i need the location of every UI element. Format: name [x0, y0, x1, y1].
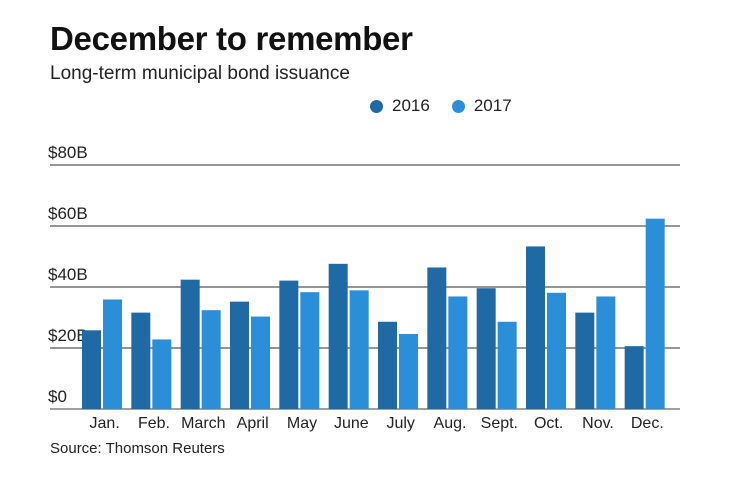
legend-swatch-2016	[370, 99, 383, 113]
bar-2016-march	[180, 279, 200, 409]
x-tick-label-aug: Aug.	[434, 415, 467, 432]
legend-label-2016: 2016	[392, 96, 430, 115]
legend-item-2016: 2016	[370, 96, 430, 116]
bar-2016-april	[230, 301, 249, 409]
x-tick-label-may: May	[287, 415, 317, 432]
chart-subtitle: Long-term municipal bond issuance	[50, 63, 350, 84]
y-tick-label-20: $20B	[48, 326, 88, 345]
legend: 2016 2017	[370, 96, 534, 116]
bar-2016-feb	[131, 312, 151, 409]
bar-2017-dec	[645, 218, 665, 409]
y-tick-label-60: $60B	[48, 204, 88, 223]
bar-2016-july	[378, 321, 397, 409]
bar-2017-jan	[103, 299, 122, 409]
x-tick-label-nov: Nov.	[582, 415, 614, 432]
bar-2017-feb	[152, 339, 172, 409]
bar-2017-sept	[497, 321, 517, 409]
legend-label-2017: 2017	[473, 96, 512, 115]
x-tick-label-feb: Feb.	[138, 415, 170, 432]
bar-2016-oct	[526, 246, 545, 409]
x-tick-label-march: March	[181, 415, 225, 432]
source-note: Source: Thomson Reuters	[50, 440, 225, 457]
bar-2017-may	[300, 292, 320, 409]
bar-2017-oct	[547, 292, 566, 409]
chart-title: December to remember	[50, 20, 413, 57]
x-tick-label-june: June	[334, 415, 369, 432]
x-tick-label-sept: Sept.	[481, 415, 518, 432]
x-tick-label-dec: Dec.	[631, 415, 664, 432]
legend-swatch-2017	[451, 99, 465, 113]
y-tick-label-80: $80B	[48, 143, 88, 162]
bar-2017-nov	[596, 296, 616, 409]
bar-2016-nov	[575, 312, 595, 409]
bar-2017-april	[251, 316, 270, 409]
bar-2016-may	[279, 280, 299, 409]
bar-2016-sept	[476, 288, 496, 409]
bar-2017-aug	[448, 296, 468, 409]
bar-2017-june	[349, 290, 369, 409]
x-tick-label-july: July	[386, 415, 414, 432]
bar-2016-aug	[427, 267, 447, 409]
legend-item-2017: 2017	[451, 96, 512, 116]
bar-2016-jan	[82, 330, 101, 409]
y-tick-label-40: $40B	[48, 265, 88, 284]
bar-2017-march	[201, 310, 221, 409]
x-tick-label-oct: Oct.	[534, 415, 563, 432]
x-tick-label-april: April	[237, 415, 269, 432]
x-tick-label-jan: Jan.	[90, 415, 120, 432]
bar-2017-july	[399, 333, 418, 409]
bar-2016-june	[328, 263, 348, 409]
bar-2016-dec	[624, 346, 644, 409]
y-tick-label-0: $0	[48, 387, 67, 406]
